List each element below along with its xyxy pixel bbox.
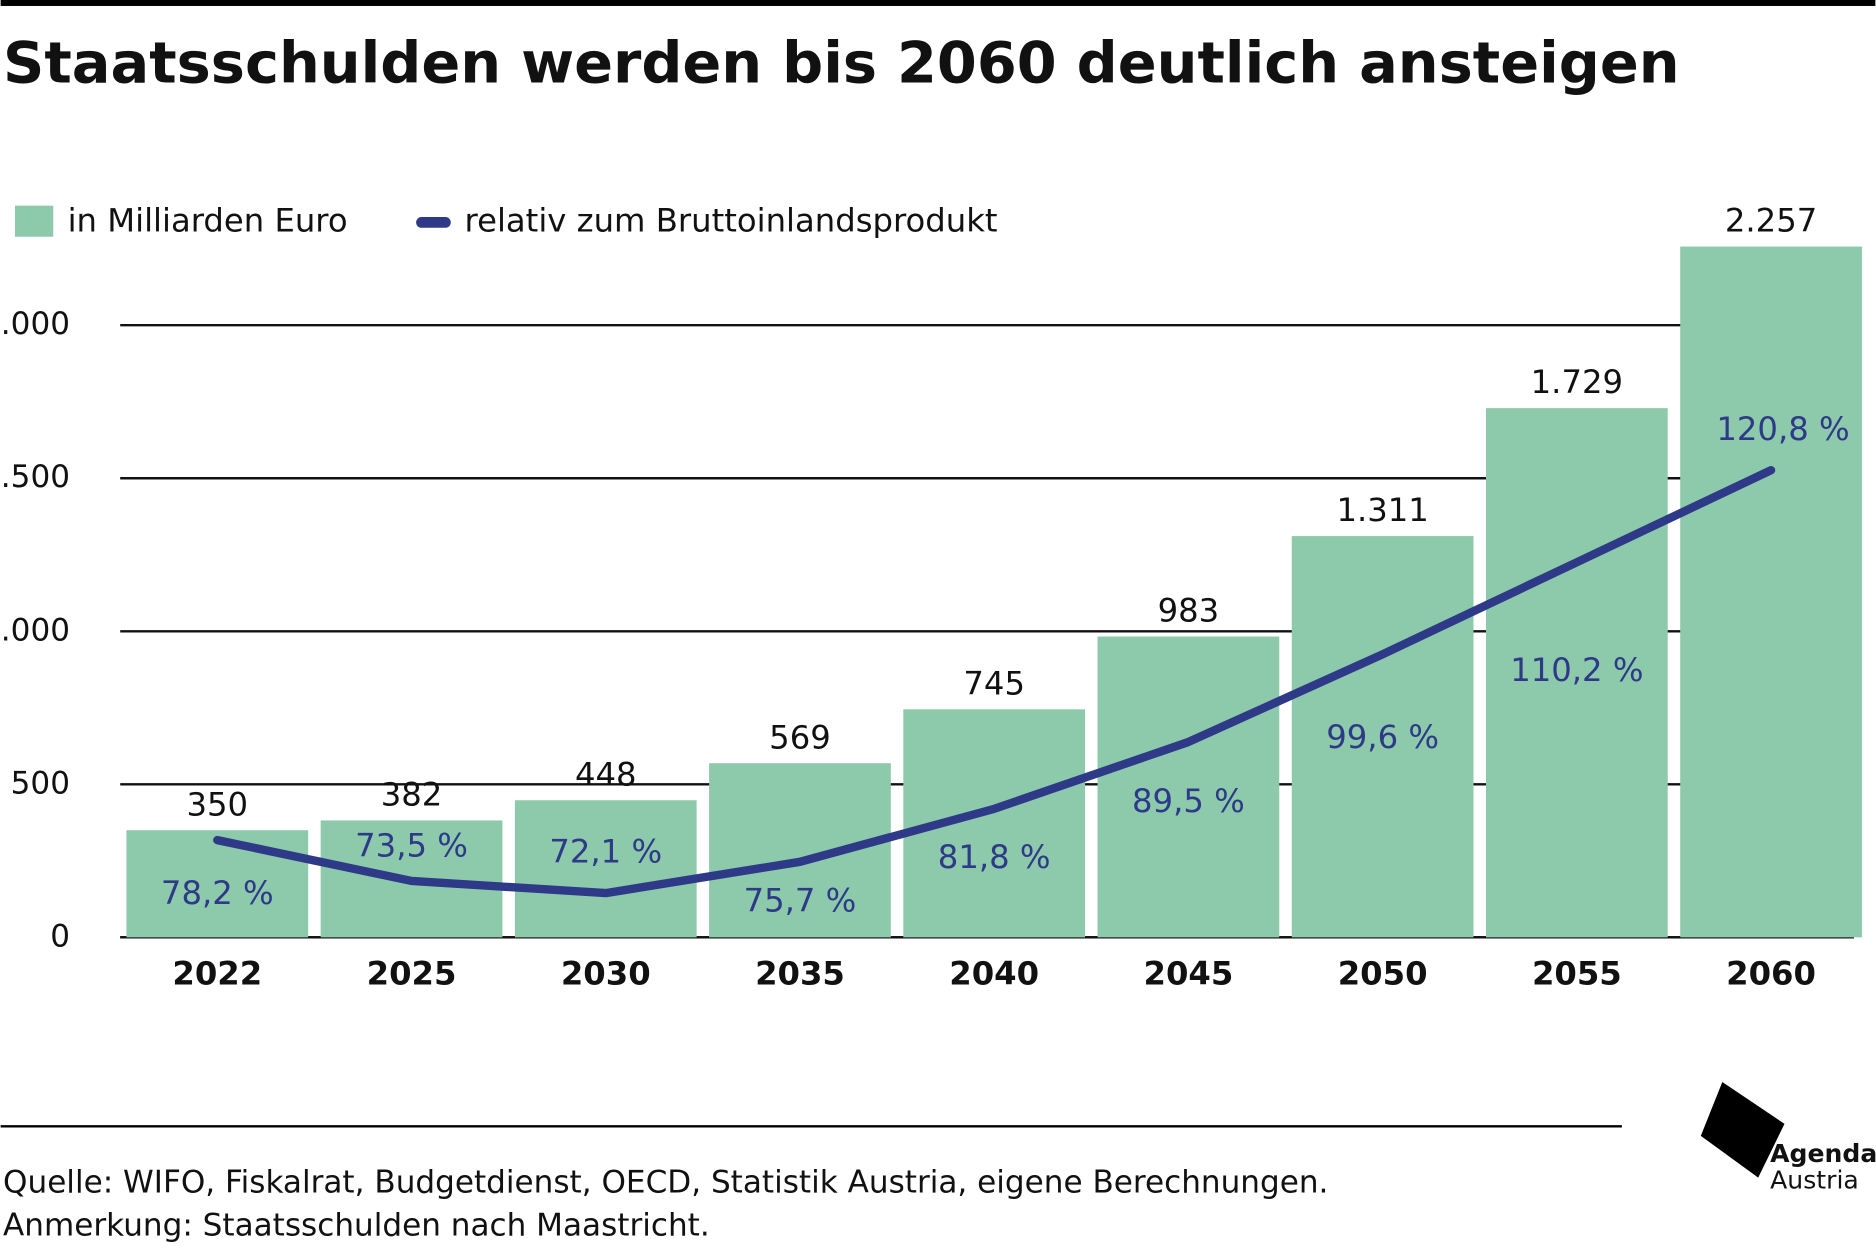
x-tick-label: 2045: [1144, 955, 1234, 993]
line-value-label: 120,8 %: [1716, 410, 1849, 448]
top-rule: [0, 0, 1876, 6]
line-value-label: 81,8 %: [938, 838, 1051, 876]
line-value-label: 78,2 %: [161, 874, 274, 912]
x-tick-label: 2040: [949, 955, 1039, 993]
line-value-label: 72,1 %: [549, 833, 662, 871]
line-value-label: 110,2 %: [1510, 651, 1643, 689]
note: Anmerkung: Staatsschulden nach Maastrich…: [3, 1208, 710, 1244]
line-value-label: 73,5 %: [355, 826, 468, 864]
bar-value-label: 2.257: [1725, 202, 1817, 240]
bar-value-label: 1.311: [1336, 491, 1428, 529]
line-value-label: 75,7 %: [744, 881, 857, 919]
y-tick-label: 1.500: [0, 459, 70, 495]
bar: [709, 763, 891, 938]
x-tick-label: 2025: [367, 955, 457, 993]
legend-label: relativ zum Bruttoinlandsprodukt: [465, 201, 998, 239]
x-tick-label: 2060: [1726, 955, 1816, 993]
bar-value-label: 350: [187, 785, 249, 823]
bar-value-label: 745: [963, 664, 1025, 702]
bar: [1097, 636, 1280, 938]
legend-swatch-bar: [14, 205, 54, 237]
x-tick-label: 2022: [172, 955, 262, 993]
y-tick-label: 2.000: [0, 306, 70, 342]
legend-label: in Milliarden Euro: [68, 201, 348, 239]
line-value-label: 99,6 %: [1326, 718, 1439, 756]
chart-title: Staatsschulden werden bis 2060 deutlich …: [3, 30, 1680, 97]
line: [213, 466, 1776, 898]
logo-text: Agenda: [1770, 1139, 1876, 1168]
x-tick-label: 2035: [755, 955, 845, 993]
bar: [514, 800, 697, 938]
line-value-label: 89,5 %: [1132, 782, 1245, 820]
bar-value-label: 1.729: [1531, 363, 1623, 401]
logo-text: Austria: [1770, 1165, 1859, 1194]
bar: [1291, 536, 1474, 938]
bar: [126, 830, 309, 938]
x-tick-label: 2055: [1532, 955, 1622, 993]
bar: [1485, 408, 1668, 938]
x-tick-label: 2030: [561, 955, 651, 993]
bar-value-label: 983: [1158, 592, 1220, 630]
logo-mark: [1700, 1082, 1785, 1178]
bar-value-label: 569: [769, 718, 831, 756]
x-tick-label: 2050: [1338, 955, 1428, 993]
bar-value-label: 448: [575, 755, 637, 793]
y-tick-label: 500: [11, 765, 70, 801]
bar-value-label: 382: [381, 776, 443, 814]
y-tick-label: 1.000: [0, 612, 70, 648]
bar: [1680, 246, 1862, 938]
source: Quelle: WIFO, Fiskalrat, Budgetdienst, O…: [3, 1165, 1328, 1201]
y-tick-label: 0: [50, 918, 70, 954]
